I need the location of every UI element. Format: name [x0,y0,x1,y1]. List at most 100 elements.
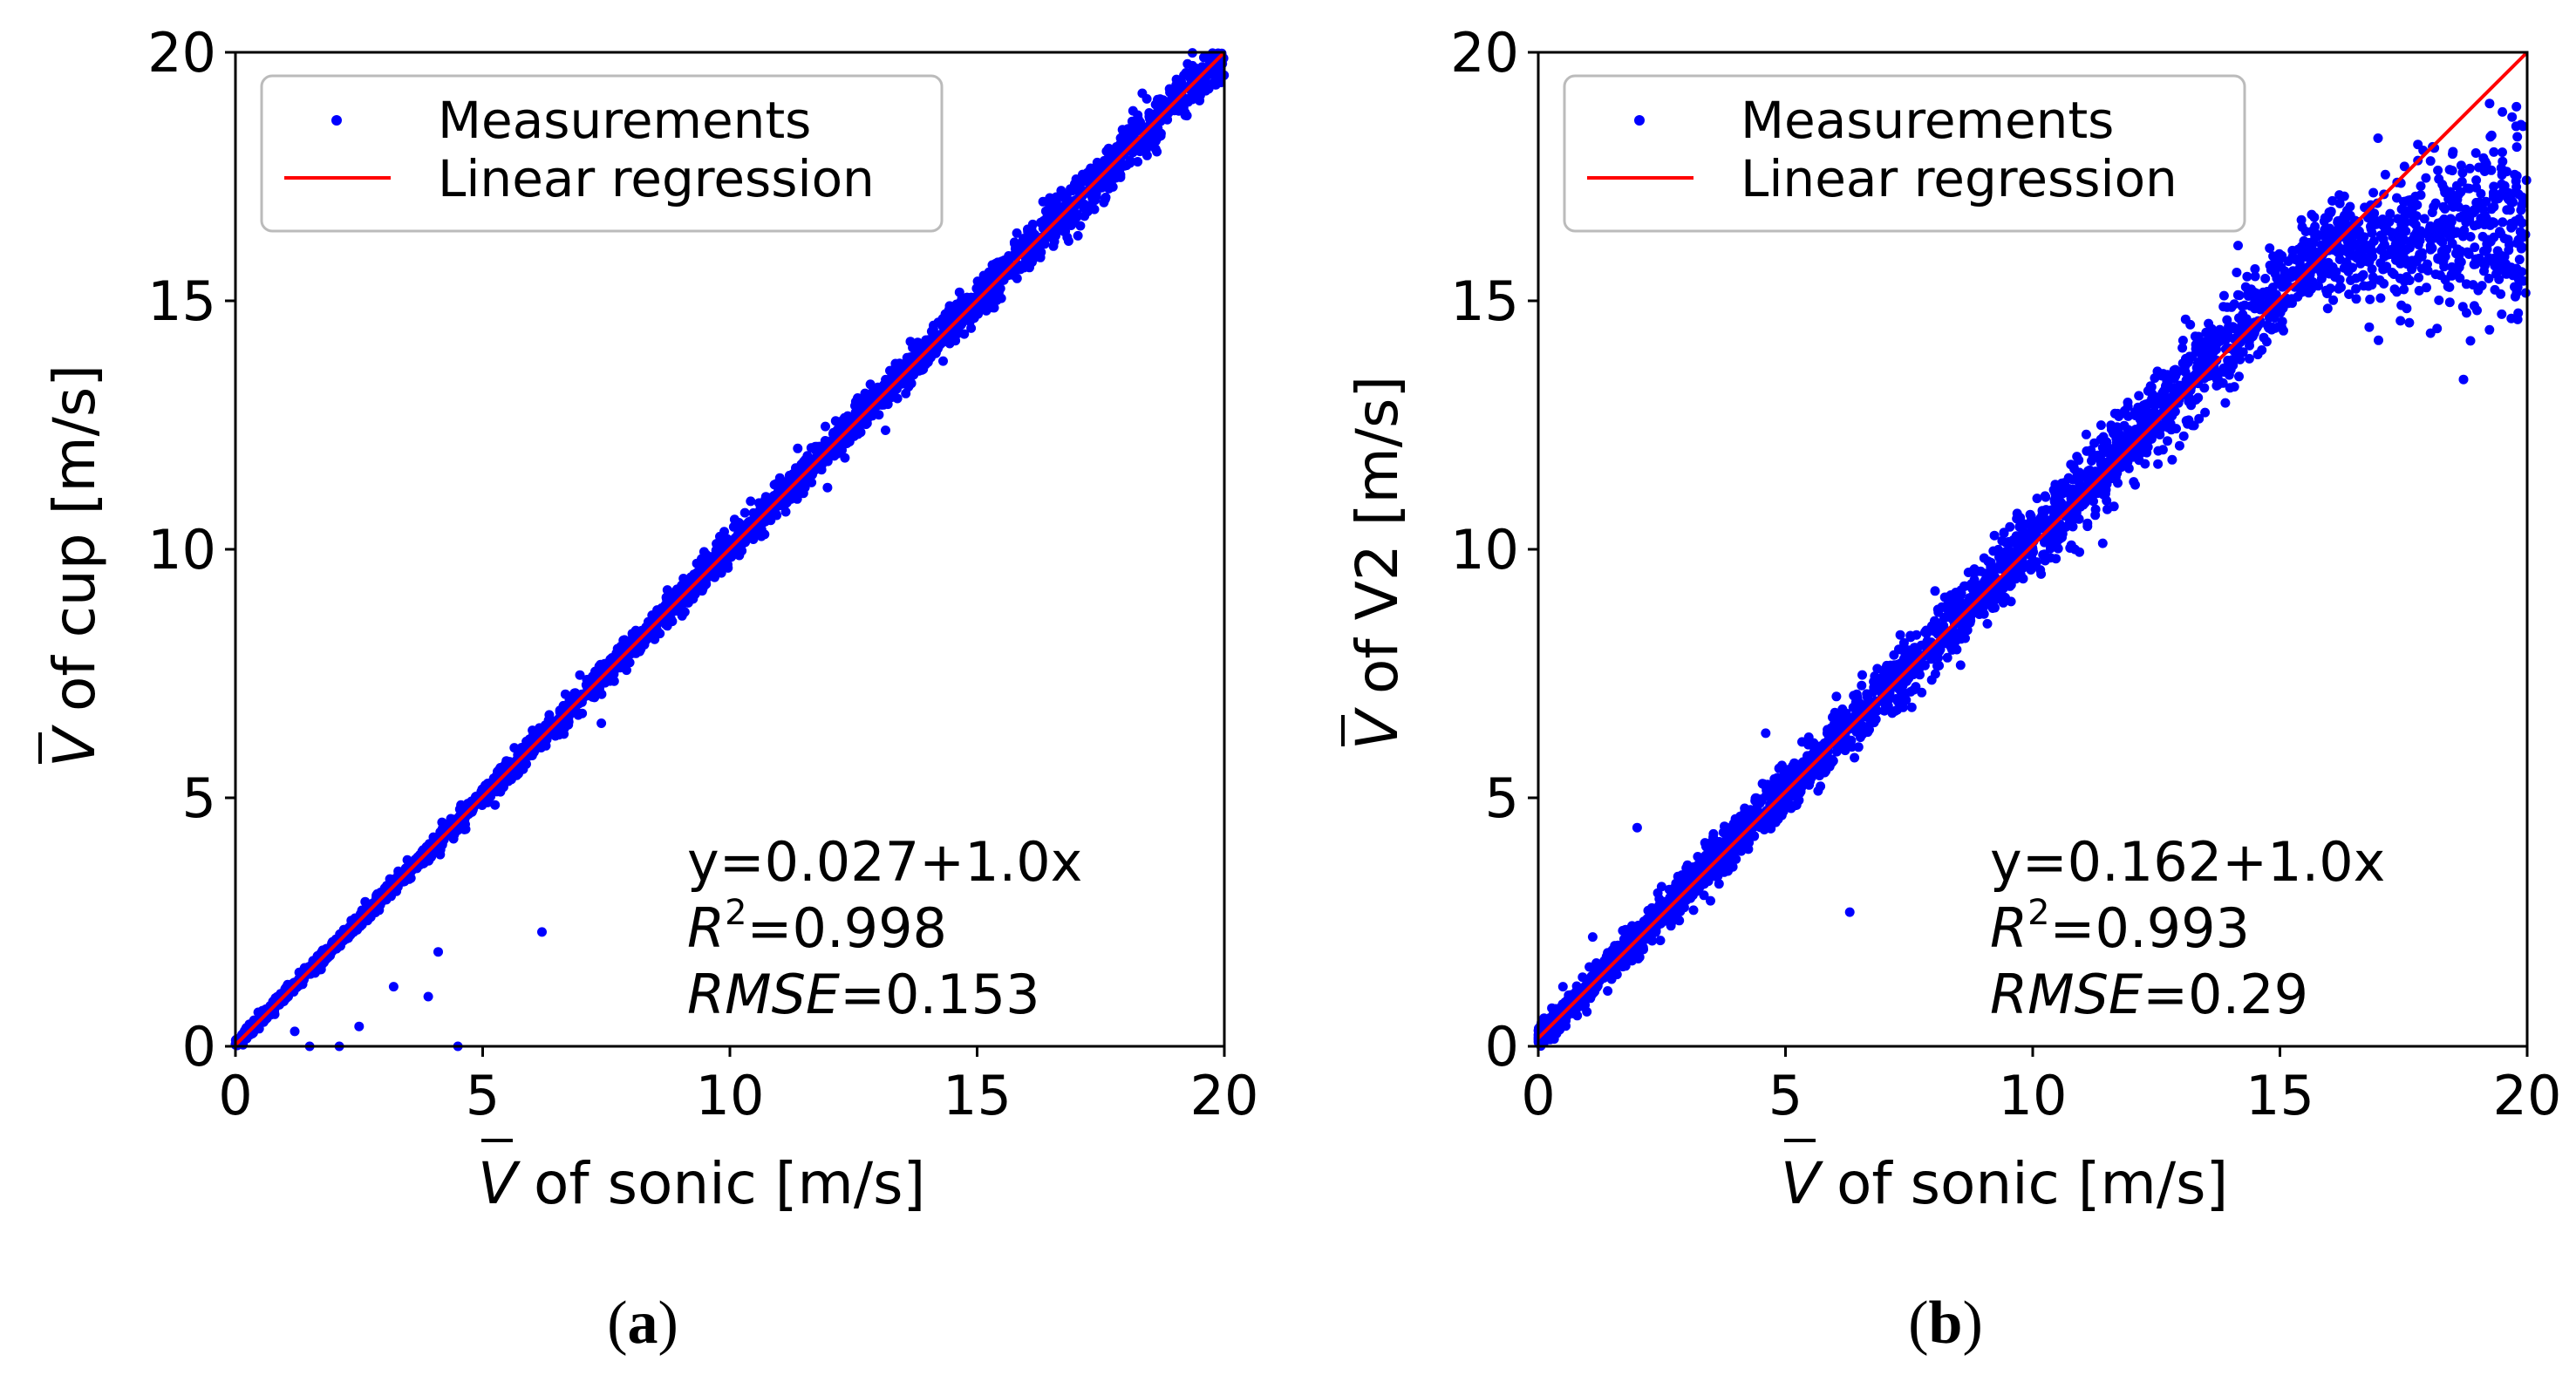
panel-a-scatter-point [1023,227,1033,237]
panel-b-scatter-point [2385,208,2395,219]
panel-a-scatter-point [869,389,880,399]
panel-b-scatter-point [2512,283,2523,292]
panel-a-scatter-point [1141,150,1152,160]
panel-a-scatter-point [1048,232,1059,242]
panel-a-legend-marker-measurements [331,115,342,126]
panel-a-scatter-point [840,438,850,448]
panel-a-scatter-point [611,648,622,658]
panel-a-scatter-point [486,792,496,801]
panel-a-scatter-point [949,331,959,342]
panel-a-scatter-point [780,507,791,517]
panel-b-scatter-point [1917,687,1927,698]
panel-a-scatter-point [1209,78,1219,87]
panel-b-scatter-point [2334,198,2345,208]
panel-a-scatter-point [1123,124,1134,134]
panel-a-scatter-point [791,463,801,473]
panel-b-scatter-point [2455,273,2465,283]
panel-b-scatter-point [2489,232,2499,242]
panel-a-scatter-point [1107,167,1117,178]
panel-a-scatter-point [527,751,537,760]
panel-b-scatter-point [2506,197,2517,208]
panel-a-outlier-point [423,991,433,1002]
panel-a-scatter-point [1056,186,1067,196]
panel-a-scatter-point [917,343,927,353]
panel-a-scatter-point [717,541,727,552]
panel-a-scatter-point [1158,99,1169,109]
panel-a-caption: (a) [607,1290,678,1357]
panel-a-scatter-point [923,355,933,365]
panel-a-scatter-point [1127,116,1137,126]
panel-b-scatter-point [2096,420,2106,431]
panel-b-scatter-point [2367,264,2377,275]
panel-a-scatter-point [1128,106,1138,116]
panel-a-y-tick-label: 5 [182,766,216,830]
panel-b-scatter-point [2513,308,2524,318]
panel-a-scatter-point [929,320,938,330]
panel-b-scatter-point [1906,702,1917,712]
panel-a-scatter-point [1180,107,1190,118]
panel-a-scatter-point [1174,78,1183,89]
panel-b-scatter-point [1655,936,1666,946]
panel-a-scatter-point [1137,88,1148,99]
panel-a-scatter-point [690,589,700,599]
panel-a-scatter-point [735,524,746,534]
panel-a-scatter-point [715,531,725,541]
panel-b-scatter-point [2351,294,2361,304]
panel-a-scatter-point [569,692,579,703]
panel-a-scatter-point [992,267,1002,277]
panel-b-scatter-point [2511,142,2522,153]
panel-a-scatter-point [930,348,941,357]
panel-a-scatter-point [1195,91,1205,100]
panel-a-rmse-value: =0.153 [840,963,1039,1026]
panel-b-scatter-point [2416,181,2426,191]
panel-b-scatter-point [2470,242,2480,253]
panel-b-scatter-point [2328,295,2339,305]
panel-a-y-tick-label: 10 [147,518,216,582]
panel-a-scatter-point [975,283,985,293]
panel-a-scatter-point [905,353,916,364]
panel-a-scatter-point [698,584,708,595]
panel-b-scatter-point [2479,266,2489,276]
panel-b-scatter-point [2511,101,2522,112]
panel-b-scatter-point [2322,303,2333,314]
panel-b-scatter-point [2435,270,2445,281]
panel-a-scatter-point [1075,221,1086,231]
panel-a-scatter-point [1073,230,1083,241]
panel-a-scatter-point [701,549,712,560]
panel-a-scatter-point [404,874,414,884]
panel-b-scatter-point [2486,130,2497,140]
panel-a-legend-label-regression: Linear regression [438,149,875,208]
panel-a-scatter-point [938,356,948,366]
panel-b-scatter-point [2134,391,2144,401]
panel-a-legend-box [260,74,944,233]
panel-a-scatter-point [1059,226,1069,236]
panel-b-scatter-point [1603,986,1613,996]
panel-b-scatter-point [2327,195,2338,206]
panel-a-y-tick-label: 15 [147,269,216,333]
panel-a-x-symbol: V [478,1150,521,1217]
panel-a-scatter-point [677,610,687,621]
panel-b-scatter-point [2459,225,2470,235]
panel-a-scatter-point [914,365,924,376]
panel-a-scatter-point [940,309,951,319]
panel-b-scatter-point [2464,163,2475,174]
panel-a-scatter-point [1162,114,1173,125]
panel-a-caption-letter: a [628,1290,658,1357]
panel-a-scatter-point [1144,108,1155,118]
panel-a-y-label: of cup [m/s] [41,364,108,711]
panel-a-scatter-point [1145,140,1155,151]
panel-a-scatter-point [1103,143,1114,153]
panel-a-scatter-point [1082,207,1093,217]
panel-a-scatter-point [889,364,899,375]
panel-a-scatter-point [739,507,750,518]
panel-b-scatter-point [2506,313,2517,323]
panel-a-outlier-point [354,1021,365,1031]
panel-b-scatter-point [2194,413,2205,424]
panel-a-rmse: RMSE=0.153 [687,963,1040,1026]
panel-a-scatter-point [710,572,719,582]
panel-a-scatter-point [986,295,997,305]
panel-b-scatter-point [2513,235,2524,245]
panel-b-scatter-point [2520,288,2531,298]
panel-b-scatter-point [1850,752,1860,763]
panel-a-scatter-point [845,430,855,440]
